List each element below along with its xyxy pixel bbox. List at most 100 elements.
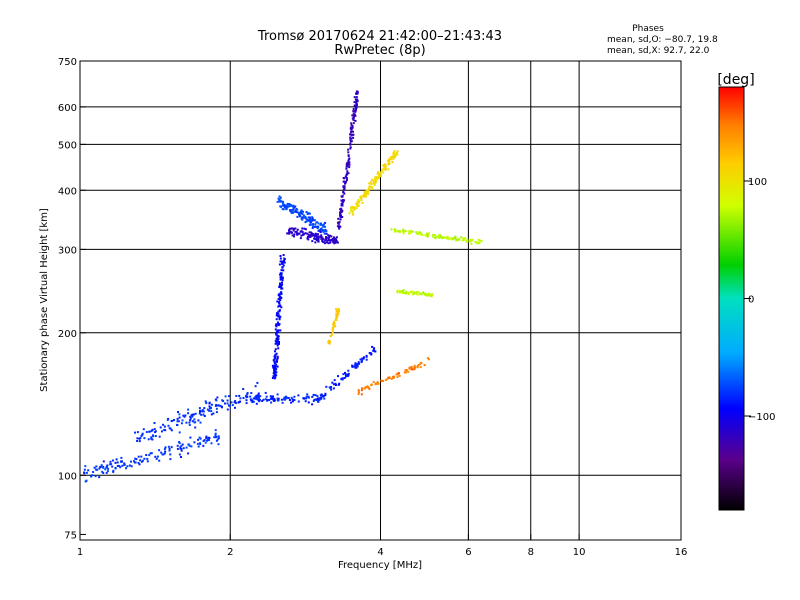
- data-point: [242, 388, 245, 390]
- data-point: [431, 293, 434, 296]
- data-point: [94, 468, 97, 471]
- data-point: [206, 408, 209, 411]
- data-point: [332, 324, 335, 326]
- data-point: [311, 395, 314, 398]
- data-point: [136, 431, 139, 434]
- data-point: [300, 212, 302, 215]
- data-point: [215, 435, 218, 438]
- data-point: [291, 227, 294, 230]
- data-point: [163, 452, 166, 455]
- data-point: [204, 441, 207, 444]
- data-point: [348, 163, 351, 166]
- data-point: [321, 240, 324, 243]
- data-point: [292, 205, 295, 208]
- data-point: [380, 171, 382, 174]
- data-point: [280, 274, 283, 277]
- data-point: [146, 460, 149, 463]
- data-point: [343, 185, 346, 188]
- data-point: [309, 219, 312, 222]
- data-point: [319, 228, 322, 231]
- data-point: [199, 410, 201, 413]
- data-point: [353, 104, 356, 107]
- data-point: [308, 212, 311, 215]
- data-point: [353, 206, 356, 209]
- data-point: [430, 295, 433, 298]
- data-point: [289, 230, 292, 233]
- data-point: [366, 385, 369, 388]
- data-point: [332, 322, 335, 325]
- data-point: [396, 376, 399, 379]
- data-point: [335, 308, 337, 311]
- data-point: [210, 413, 213, 416]
- data-point: [304, 400, 307, 403]
- data-point: [353, 365, 355, 368]
- data-point: [298, 215, 301, 218]
- data-point: [370, 183, 373, 185]
- data-point: [360, 199, 363, 202]
- data-point: [141, 434, 144, 437]
- data-point: [141, 432, 144, 435]
- data-point: [140, 455, 143, 458]
- data-point: [313, 225, 316, 228]
- data-point: [465, 240, 468, 243]
- data-point: [276, 344, 279, 347]
- data-point: [370, 178, 373, 181]
- data-point: [339, 212, 342, 215]
- data-point: [423, 364, 426, 367]
- data-point: [454, 235, 457, 238]
- data-point: [216, 396, 219, 399]
- data-point: [290, 396, 293, 399]
- data-point: [335, 238, 338, 241]
- data-point: [136, 437, 139, 440]
- data-point: [331, 327, 334, 329]
- series-x-mode-tail: [390, 228, 483, 245]
- data-point: [142, 428, 145, 431]
- x-tick-label: 1: [77, 547, 83, 558]
- data-point: [275, 371, 278, 374]
- data-point: [306, 393, 309, 396]
- data-point: [352, 207, 355, 210]
- data-point: [350, 207, 352, 210]
- data-point: [298, 232, 301, 235]
- data-point: [438, 236, 441, 239]
- data-point: [251, 401, 254, 404]
- data-point: [276, 336, 279, 339]
- data-point: [275, 337, 278, 340]
- colorbar-tick-label: 0: [748, 295, 754, 306]
- data-point: [198, 407, 201, 410]
- data-point: [420, 361, 422, 364]
- data-point: [286, 204, 289, 207]
- data-point: [426, 357, 429, 360]
- data-point: [323, 397, 326, 400]
- data-point: [344, 371, 346, 374]
- data-point: [278, 302, 281, 304]
- data-point: [380, 175, 382, 177]
- data-point: [294, 209, 297, 212]
- data-point: [375, 177, 378, 180]
- data-point: [314, 232, 317, 235]
- data-point: [409, 232, 412, 235]
- data-point: [415, 231, 418, 234]
- data-point: [280, 287, 283, 290]
- data-point: [353, 113, 356, 116]
- data-point: [478, 239, 481, 242]
- data-point: [316, 237, 319, 240]
- data-point: [167, 445, 170, 448]
- data-point: [207, 436, 210, 439]
- data-point: [365, 355, 368, 358]
- data-point: [193, 418, 196, 421]
- data-point: [326, 239, 329, 242]
- data-point: [173, 419, 175, 421]
- data-point: [404, 290, 407, 293]
- data-point: [329, 241, 332, 244]
- data-point: [374, 383, 377, 386]
- data-point: [312, 225, 314, 228]
- data-point: [281, 208, 284, 211]
- data-point: [286, 232, 289, 235]
- data-point: [325, 237, 328, 240]
- data-point: [276, 340, 279, 343]
- data-point: [176, 417, 179, 420]
- data-point: [424, 234, 427, 236]
- data-point: [159, 426, 162, 429]
- data-point: [302, 210, 304, 213]
